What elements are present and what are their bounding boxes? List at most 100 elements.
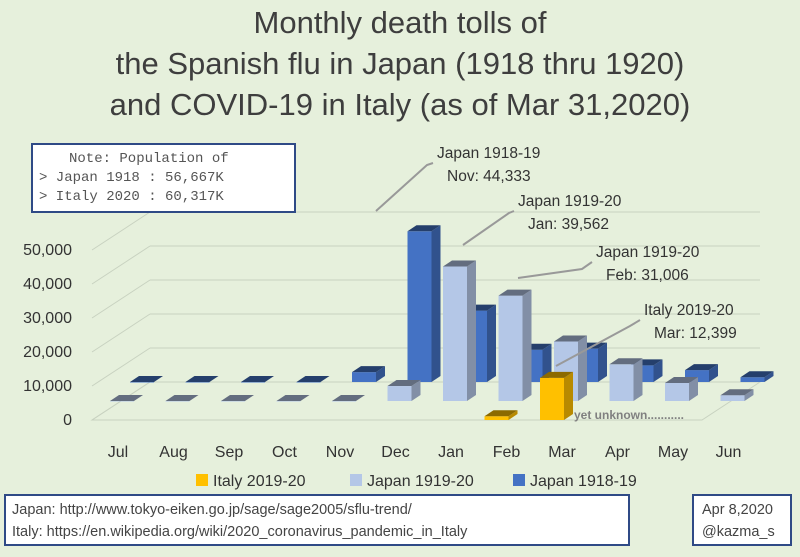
source-line: Italy: https://en.wikipedia.org/wiki/202…	[12, 524, 468, 540]
source-box: Japan: http://www.tokyo-eiken.go.jp/sage…	[4, 494, 630, 546]
chart-title-line: and COVID-19 in Italy (as of Mar 31,2020…	[109, 87, 691, 122]
unknown-label: yet unknown...........	[574, 408, 684, 422]
bar-top	[110, 395, 143, 401]
x-tick-label: Oct	[272, 444, 297, 461]
bar	[241, 382, 265, 383]
y-tick-label: 0	[63, 412, 72, 429]
bar-top	[332, 395, 365, 401]
bar-side	[522, 289, 532, 401]
x-tick-label: Apr	[605, 444, 631, 461]
bar	[685, 370, 709, 382]
bar	[484, 416, 509, 420]
annotation-text: Japan 1918-19	[437, 145, 540, 162]
y-tick-label: 40,000	[23, 276, 72, 293]
annotation-leader	[517, 261, 593, 279]
bar-top	[540, 371, 573, 378]
bar-top	[665, 376, 698, 383]
x-tick-label: Mar	[548, 444, 576, 461]
bar-side	[598, 342, 607, 382]
bar	[443, 266, 467, 401]
x-tick-label: Feb	[493, 444, 521, 461]
x-tick-label: Aug	[159, 444, 187, 461]
bar-top	[720, 389, 754, 396]
bar	[332, 401, 356, 402]
x-tick-label: May	[658, 444, 688, 461]
bar	[540, 377, 564, 420]
population-note: Note: Population of > Japan 1918 : 56,66…	[31, 143, 296, 213]
bar-top	[554, 335, 587, 342]
source-line: Japan: http://www.tokyo-eiken.go.jp/sage…	[12, 502, 412, 518]
bar-top	[165, 395, 199, 401]
x-tick-label: Nov	[326, 444, 354, 461]
chart-title-line: Monthly death tolls of	[253, 5, 547, 40]
annotation-text: Japan 1919-20	[518, 193, 622, 210]
bar-side	[578, 335, 587, 401]
bar-top	[407, 225, 441, 232]
y-tick-label: 50,000	[23, 242, 72, 259]
bar	[665, 382, 689, 401]
bar-top	[276, 395, 310, 401]
legend-label: Japan 1919-20	[367, 473, 474, 490]
x-tick-label: Jul	[108, 444, 128, 461]
gridline	[91, 313, 151, 353]
bar-side	[467, 260, 476, 401]
legend-swatch	[513, 474, 525, 486]
bar	[221, 401, 245, 402]
bar-side	[487, 304, 496, 382]
bar-side	[709, 364, 718, 382]
bar-top	[185, 376, 219, 382]
bar-top	[740, 371, 774, 378]
bar-top	[221, 395, 254, 401]
gridline	[91, 211, 151, 251]
annotation-text: Nov: 44,333	[447, 168, 531, 185]
x-tick-label: Dec	[381, 444, 409, 461]
bar-top	[296, 376, 330, 382]
bar-side	[431, 225, 441, 382]
annotation-text: Japan 1919-20	[596, 244, 700, 261]
bar-side	[744, 389, 754, 401]
bar	[185, 382, 210, 383]
x-tick-label: Jan	[438, 444, 464, 461]
bar	[740, 377, 765, 382]
note-line: Note: Population of	[69, 151, 229, 167]
bar	[387, 386, 412, 401]
legend-swatch	[350, 474, 362, 486]
x-tick-label: Jun	[716, 444, 742, 461]
bar-side	[411, 380, 421, 401]
bar-top	[443, 260, 476, 267]
bar	[165, 401, 190, 402]
bar-side	[376, 366, 385, 382]
bar-top	[130, 376, 163, 382]
bar-top	[484, 410, 518, 417]
bar-side	[689, 376, 698, 401]
annotation-leader	[375, 162, 434, 212]
bar	[609, 364, 634, 401]
bar	[110, 401, 134, 402]
note-line: > Italy 2020 : 60,317K	[39, 189, 224, 205]
bar	[352, 372, 376, 382]
annotation-text: Mar: 12,399	[654, 325, 737, 342]
bar-side	[764, 371, 774, 382]
bar	[276, 401, 301, 402]
credit-date: Apr 8,2020	[702, 502, 773, 518]
bar-side	[564, 371, 573, 420]
bar-side	[653, 359, 663, 382]
bar	[407, 231, 432, 382]
bar-top	[387, 380, 421, 387]
gridline	[91, 279, 151, 319]
bar-side	[508, 410, 518, 420]
annotation-text: Jan: 39,562	[528, 216, 609, 233]
gridline	[91, 245, 151, 285]
bar	[296, 382, 321, 383]
note-line: > Japan 1918 : 56,667K	[39, 170, 224, 186]
bar	[720, 395, 745, 401]
legend-label: Japan 1918-19	[530, 473, 637, 490]
bar-top	[609, 358, 643, 365]
annotation-text: Feb: 31,006	[606, 267, 689, 284]
y-tick-label: 30,000	[23, 310, 72, 327]
credit-author: @kazma_s	[702, 524, 775, 540]
chart-title: Monthly death tolls of the Spanish flu i…	[0, 0, 800, 125]
credit-box: Apr 8,2020 @kazma_s	[692, 494, 792, 546]
chart-title-line: the Spanish flu in Japan (1918 thru 1920…	[115, 46, 685, 81]
